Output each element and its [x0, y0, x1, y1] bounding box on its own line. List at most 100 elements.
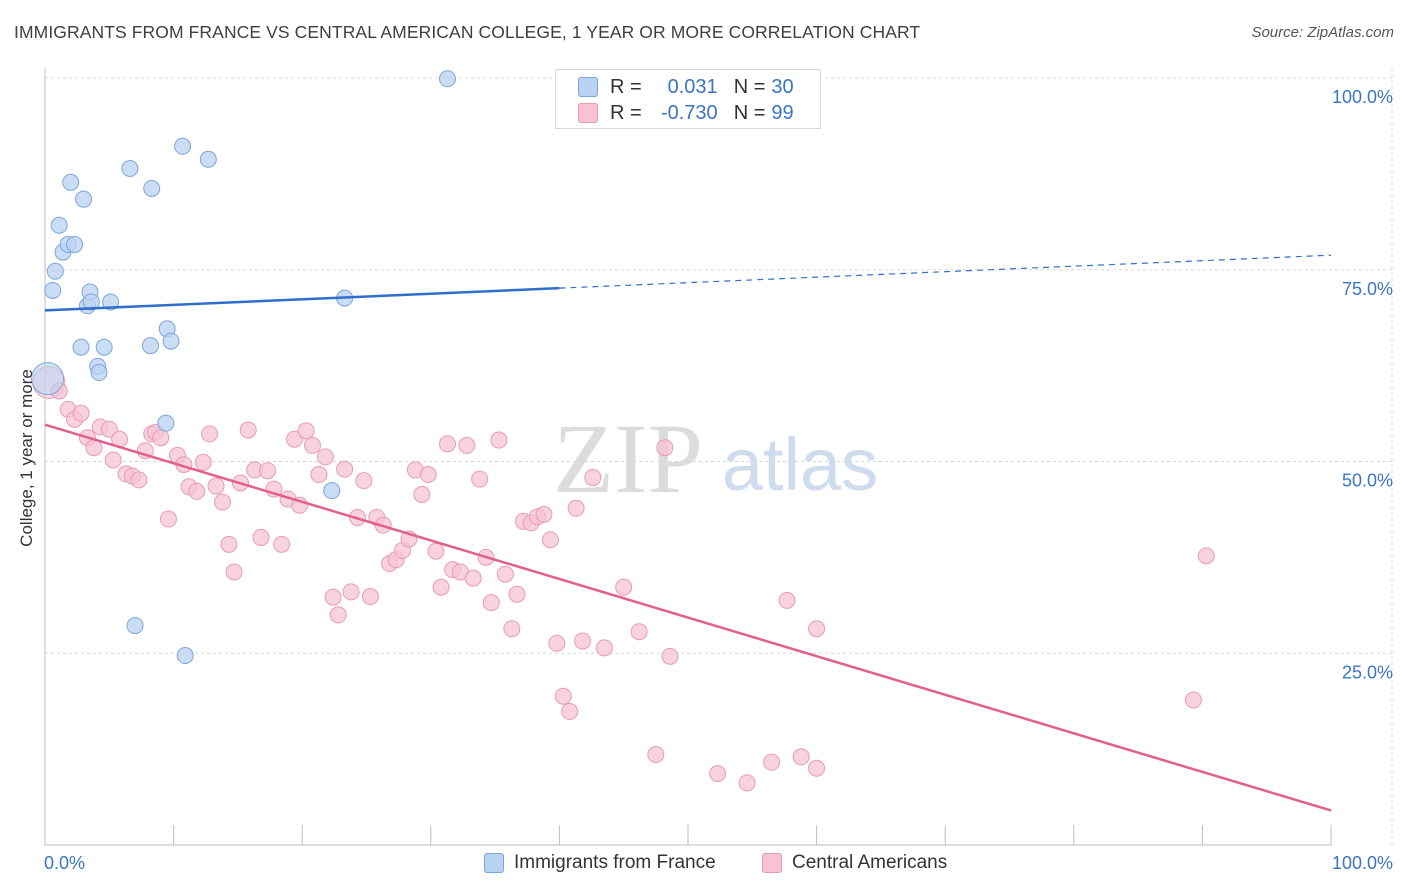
point-central-american — [808, 759, 826, 777]
point-france — [323, 482, 341, 500]
point-central-american — [464, 569, 482, 587]
point-france — [174, 137, 192, 155]
point-central-american — [220, 535, 238, 553]
point-central-american — [567, 499, 585, 517]
point-central-american — [808, 620, 826, 638]
point-central-american — [419, 466, 437, 484]
point-central-american — [503, 620, 521, 638]
y-axis-label: College, 1 year or more — [17, 369, 36, 547]
y-tick-label: 75.0% — [1342, 279, 1393, 299]
point-france — [126, 617, 144, 635]
y-tick-label: 50.0% — [1342, 471, 1393, 491]
point-central-american — [490, 431, 508, 449]
point-france — [157, 414, 175, 432]
point-france — [176, 647, 194, 665]
point-central-american — [285, 430, 303, 448]
trend-line-france-extension — [559, 254, 1332, 289]
point-central-american — [324, 588, 342, 606]
axes — [44, 68, 1332, 846]
point-central-american — [72, 404, 90, 422]
point-france — [162, 332, 180, 350]
point-central-american — [427, 542, 445, 560]
legend-item-central: Central Americans — [762, 852, 947, 874]
tick-labels: 25.0% 50.0% 75.0% 100.0% 0.0% 100.0% — [44, 87, 1393, 873]
point-central-american — [104, 451, 122, 469]
legend-n-value: 99 — [771, 101, 794, 124]
point-central-american — [336, 460, 354, 478]
point-central-american — [152, 429, 170, 447]
point-central-american — [535, 505, 553, 523]
point-central-american — [1197, 547, 1215, 565]
legend-item-france: Immigrants from France — [484, 852, 716, 874]
point-central-american — [413, 485, 431, 503]
point-central-american — [709, 765, 727, 783]
point-france — [143, 179, 161, 197]
x-tick-label: 0.0% — [44, 853, 85, 873]
legend-row-france: R = 0.031 N = 30 — [578, 75, 794, 99]
point-central-american — [225, 563, 243, 581]
point-central-american — [258, 462, 276, 480]
point-central-american — [458, 436, 476, 454]
point-central-american — [574, 632, 592, 650]
legend-r-value: -0.730 — [660, 101, 718, 124]
point-france — [31, 362, 65, 396]
point-central-american — [548, 634, 566, 652]
watermark-zip: ZIP — [553, 403, 703, 514]
point-france — [439, 70, 457, 88]
point-central-american — [792, 748, 810, 766]
point-central-american — [130, 471, 148, 489]
point-france — [95, 338, 113, 356]
point-france — [82, 293, 100, 311]
point-central-american — [100, 420, 118, 438]
chart-title: IMMIGRANTS FROM FRANCE VS CENTRAL AMERIC… — [14, 22, 921, 42]
stats-legend: R = 0.031 N = 30 R = -0.730 N = 99 — [555, 69, 821, 129]
point-central-american — [647, 745, 665, 763]
grid-lines — [45, 68, 1393, 845]
point-central-american — [630, 623, 648, 641]
point-central-american — [615, 578, 633, 596]
point-france — [121, 160, 139, 178]
point-central-american — [738, 774, 756, 792]
y-tick-label: 100.0% — [1332, 87, 1393, 107]
watermark-atlas: atlas — [722, 423, 878, 506]
point-central-american — [554, 687, 572, 705]
point-france — [62, 173, 80, 191]
point-central-american — [1184, 691, 1202, 709]
point-central-american — [656, 439, 674, 457]
point-central-american — [329, 606, 347, 624]
point-central-american — [778, 591, 796, 609]
point-central-american — [584, 469, 602, 487]
point-central-american — [496, 565, 514, 583]
y-tick-label: 25.0% — [1342, 662, 1393, 682]
legend-swatch-france — [484, 853, 504, 873]
point-central-american — [194, 453, 212, 471]
point-france — [46, 262, 64, 280]
legend-swatch-france — [578, 77, 598, 97]
point-central-american — [297, 422, 315, 440]
point-central-american — [252, 528, 270, 546]
point-france — [141, 337, 159, 355]
point-france — [44, 281, 62, 299]
point-france — [66, 235, 84, 253]
point-france — [199, 150, 217, 168]
point-central-american — [561, 703, 579, 721]
point-central-american — [508, 585, 526, 603]
point-central-american — [342, 583, 360, 601]
point-central-american — [316, 448, 334, 466]
point-central-american — [482, 594, 500, 612]
point-central-american — [201, 425, 219, 443]
legend-label-central: Central Americans — [792, 852, 948, 873]
data-points — [31, 70, 1215, 792]
point-france — [50, 216, 68, 234]
source-label: Source: ZipAtlas.com — [1251, 24, 1394, 41]
trend-line-central-american — [44, 423, 1332, 812]
point-central-american — [661, 647, 679, 665]
legend-r-label: R = — [610, 75, 642, 98]
trend-lines — [44, 254, 1332, 812]
point-central-american — [239, 421, 257, 439]
legend-r-value: 0.031 — [667, 75, 718, 98]
point-france — [102, 293, 120, 311]
point-central-american — [159, 510, 177, 528]
point-central-american — [303, 436, 321, 454]
point-central-american — [310, 466, 328, 484]
